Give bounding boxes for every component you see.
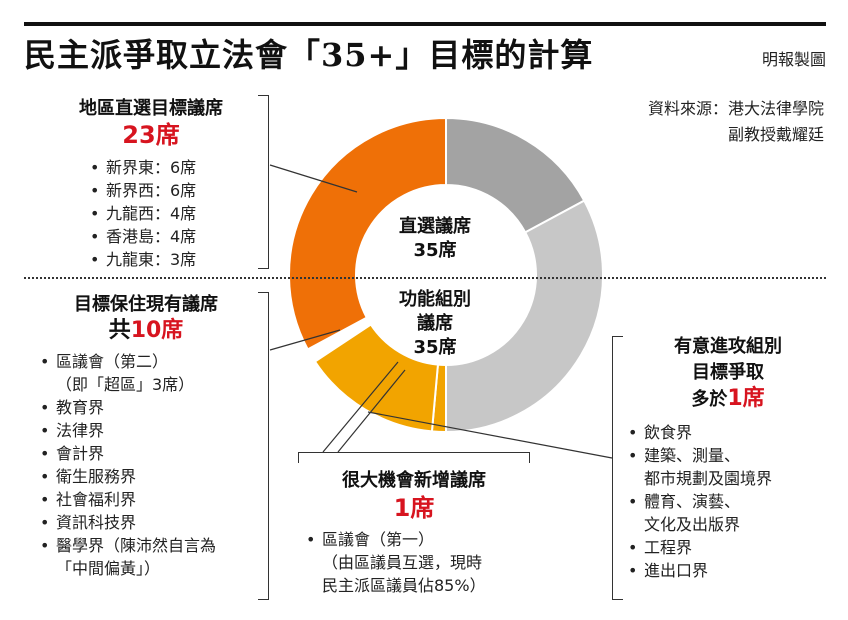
center-func-label-2: 議席 <box>417 313 453 334</box>
maintain-item: 法律界 <box>40 419 262 442</box>
donut-slice-4 <box>313 323 440 433</box>
center-direct-label: 直選議席 <box>399 216 471 237</box>
leader-maintain <box>269 329 341 351</box>
attack-heading-1: 有意進攻組別 <box>674 336 782 357</box>
direct-block: 地區直選目標議席 23席 新界東：6席新界西：6席九龍西：4席香港島：4席九龍東… <box>40 94 262 271</box>
new-heading: 很大機會新增議席 <box>342 470 486 491</box>
top-rule <box>24 22 826 26</box>
direct-item-text: 新界東：6席 <box>106 158 197 177</box>
attack-count-line: 多於1席 <box>628 384 828 415</box>
direct-item: 香港島：4席 <box>90 225 262 248</box>
credit-label: 明報製圖 <box>761 50 826 69</box>
attack-item-main: 工程界 <box>644 538 693 557</box>
maintain-item-main: 會計界 <box>56 444 105 463</box>
attack-count-prefix: 多於 <box>691 389 728 410</box>
attack-block: 有意進攻組別 目標爭取 多於1席 飲食界建築、測量、都市規劃及園境界體育、演藝、… <box>628 332 828 582</box>
source-line-2: 副教授戴耀廷 <box>727 125 824 144</box>
maintain-item-sub: 「中間偏黃」） <box>56 559 161 578</box>
maintain-item: 資訊科技界 <box>40 511 262 534</box>
new-count: 1席 <box>393 494 435 522</box>
attack-list: 飲食界建築、測量、都市規劃及園境界體育、演藝、文化及出版界工程界進出口界 <box>628 421 828 582</box>
attack-item: 工程界 <box>628 536 828 559</box>
leader-new <box>322 361 399 453</box>
source-line-1: 資料來源：港大法律學院 <box>647 99 824 118</box>
center-direct-count: 35席 <box>413 240 457 261</box>
maintain-count-prefix: 共 <box>108 318 131 343</box>
direct-item-text: 九龍東：3席 <box>106 250 197 269</box>
direct-item: 九龍西：4席 <box>90 202 262 225</box>
maintain-block: 目標保住現有議席 共10席 區議會（第二） （即「超區」3席） 教育界法律界會計界衛… <box>30 290 262 580</box>
direct-item: 新界西：6席 <box>90 179 262 202</box>
maintain-list: 區議會（第二） （即「超區」3席） 教育界法律界會計界衛生服務界社會福利界資訊科技界… <box>40 350 262 580</box>
maintain-count: 10席 <box>130 318 184 343</box>
attack-item: 體育、演藝、文化及出版界 <box>628 490 828 536</box>
attack-item-main: 飲食界 <box>644 423 693 442</box>
attack-item-main: 進出口界 <box>644 561 709 580</box>
maintain-item: 衛生服務界 <box>40 465 262 488</box>
maintain-item-main: 衛生服務界 <box>56 467 137 486</box>
direct-item-text: 九龍西：4席 <box>106 204 197 223</box>
center-func: 功能組別 議席 35席 <box>380 288 490 360</box>
leader-attack <box>367 411 613 459</box>
maintain-item-sub: （即「超區」3席） <box>56 375 195 394</box>
direct-item: 新界東：6席 <box>90 156 262 179</box>
new-item-main: 區議會（第一） <box>322 530 435 549</box>
direct-item: 九龍東：3席 <box>90 248 262 271</box>
attack-item-main: 建築、測量、 <box>644 446 741 465</box>
direct-bracket <box>258 95 269 269</box>
direct-item-text: 新界西：6席 <box>106 181 197 200</box>
maintain-item: 社會福利界 <box>40 488 262 511</box>
attack-bracket <box>612 336 623 600</box>
maintain-heading: 目標保住現有議席 <box>74 294 218 315</box>
attack-item: 建築、測量、都市規劃及園境界 <box>628 444 828 490</box>
maintain-item: 教育界 <box>40 396 262 419</box>
maintain-item-main: 教育界 <box>56 398 105 417</box>
center-func-count: 35席 <box>413 337 457 358</box>
attack-heading-2: 目標爭取 <box>692 362 764 383</box>
maintain-item: 區議會（第二） （即「超區」3席） <box>40 350 262 396</box>
maintain-item-main: 醫學界（陳沛然自言為 <box>56 536 217 555</box>
page-title: 民主派爭取立法會「35+」目標的計算 <box>24 36 594 74</box>
attack-item-sub: 文化及出版界 <box>644 515 741 534</box>
direct-heading: 地區直選目標議席 <box>79 98 223 119</box>
maintain-bracket <box>258 292 269 600</box>
attack-item-sub: 都市規劃及園境界 <box>644 469 773 488</box>
section-divider <box>24 277 826 279</box>
source-note: 資料來源：港大法律學院 副教授戴耀廷 <box>648 96 824 148</box>
new-bracket <box>298 452 530 463</box>
direct-count: 23席 <box>122 121 180 149</box>
new-item-sub: （由區議員互選，現時 <box>322 553 483 572</box>
center-direct: 直選議席 35席 <box>380 215 490 263</box>
maintain-item-main: 法律界 <box>56 421 105 440</box>
new-item-sub2: 民主派區議員佔85%） <box>322 576 486 595</box>
attack-item: 進出口界 <box>628 559 828 582</box>
attack-item: 飲食界 <box>628 421 828 444</box>
maintain-count-line: 共10席 <box>30 316 262 346</box>
maintain-item-main: 資訊科技界 <box>56 513 137 532</box>
leader-new-2 <box>337 369 406 453</box>
direct-item-text: 香港島：4席 <box>106 227 197 246</box>
attack-item-main: 體育、演藝、 <box>644 492 741 511</box>
center-func-label-1: 功能組別 <box>399 289 471 310</box>
maintain-item-main: 區議會（第二） <box>56 352 169 371</box>
maintain-item-main: 社會福利界 <box>56 490 137 509</box>
leader-direct <box>269 164 358 193</box>
maintain-item: 會計界 <box>40 442 262 465</box>
maintain-item: 醫學界（陳沛然自言為「中間偏黃」） <box>40 534 262 580</box>
attack-count: 1席 <box>727 386 765 411</box>
donut-slice-0 <box>288 116 447 351</box>
direct-list: 新界東：6席新界西：6席九龍西：4席香港島：4席九龍東：3席 <box>90 156 262 271</box>
